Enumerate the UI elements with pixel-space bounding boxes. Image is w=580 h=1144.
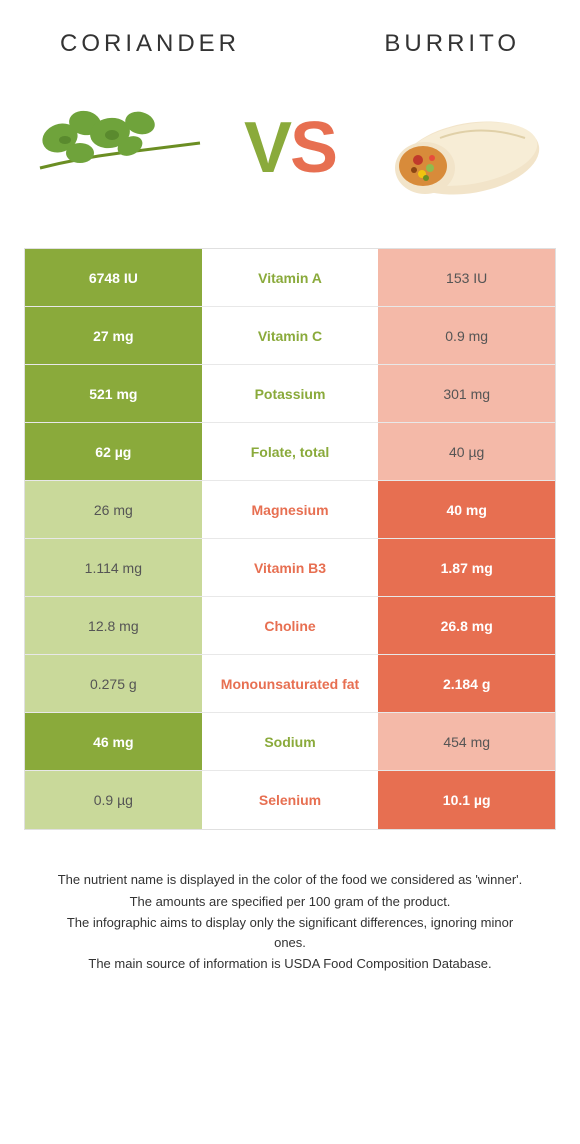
- burrito-image: [370, 88, 550, 208]
- nutrient-name-cell: Selenium: [202, 771, 379, 829]
- right-value-cell: 40 µg: [378, 423, 555, 480]
- footnote-line: The main source of information is USDA F…: [50, 954, 530, 974]
- nutrient-row: 62 µgFolate, total40 µg: [25, 423, 555, 481]
- left-value-cell: 26 mg: [25, 481, 202, 538]
- left-value-cell: 27 mg: [25, 307, 202, 364]
- coriander-image: [30, 88, 210, 208]
- nutrient-name-cell: Potassium: [202, 365, 379, 422]
- nutrient-row: 12.8 mgCholine26.8 mg: [25, 597, 555, 655]
- header-row: CORIANDER BURRITO: [20, 30, 560, 58]
- right-value-cell: 10.1 µg: [378, 771, 555, 829]
- right-food-title: BURRITO: [384, 30, 520, 58]
- vs-label: VS: [244, 107, 336, 189]
- right-value-cell: 301 mg: [378, 365, 555, 422]
- nutrient-row: 0.9 µgSelenium10.1 µg: [25, 771, 555, 829]
- left-value-cell: 62 µg: [25, 423, 202, 480]
- nutrient-name-cell: Magnesium: [202, 481, 379, 538]
- nutrient-table: 6748 IUVitamin A153 IU27 mgVitamin C0.9 …: [24, 248, 556, 830]
- left-value-cell: 46 mg: [25, 713, 202, 770]
- nutrient-name-cell: Vitamin A: [202, 249, 379, 306]
- right-value-cell: 153 IU: [378, 249, 555, 306]
- nutrient-name-cell: Folate, total: [202, 423, 379, 480]
- footnote-line: The nutrient name is displayed in the co…: [50, 870, 530, 890]
- right-value-cell: 40 mg: [378, 481, 555, 538]
- nutrient-row: 46 mgSodium454 mg: [25, 713, 555, 771]
- nutrient-name-cell: Vitamin C: [202, 307, 379, 364]
- nutrient-row: 27 mgVitamin C0.9 mg: [25, 307, 555, 365]
- nutrient-name-cell: Monounsaturated fat: [202, 655, 379, 712]
- left-food-title: CORIANDER: [60, 30, 240, 58]
- vs-v-letter: V: [244, 108, 290, 188]
- footnote-line: The infographic aims to display only the…: [50, 913, 530, 952]
- nutrient-name-cell: Choline: [202, 597, 379, 654]
- nutrient-name-cell: Vitamin B3: [202, 539, 379, 596]
- footnotes: The nutrient name is displayed in the co…: [20, 870, 560, 974]
- nutrient-row: 26 mgMagnesium40 mg: [25, 481, 555, 539]
- footnote-line: The amounts are specified per 100 gram o…: [50, 892, 530, 912]
- left-value-cell: 0.9 µg: [25, 771, 202, 829]
- left-value-cell: 0.275 g: [25, 655, 202, 712]
- left-value-cell: 1.114 mg: [25, 539, 202, 596]
- nutrient-row: 6748 IUVitamin A153 IU: [25, 249, 555, 307]
- left-value-cell: 521 mg: [25, 365, 202, 422]
- right-value-cell: 1.87 mg: [378, 539, 555, 596]
- vs-s-letter: S: [290, 108, 336, 188]
- left-value-cell: 6748 IU: [25, 249, 202, 306]
- right-value-cell: 26.8 mg: [378, 597, 555, 654]
- nutrient-row: 0.275 gMonounsaturated fat2.184 g: [25, 655, 555, 713]
- hero-row: VS: [20, 78, 560, 218]
- nutrient-row: 1.114 mgVitamin B31.87 mg: [25, 539, 555, 597]
- left-value-cell: 12.8 mg: [25, 597, 202, 654]
- right-value-cell: 0.9 mg: [378, 307, 555, 364]
- nutrient-name-cell: Sodium: [202, 713, 379, 770]
- right-value-cell: 2.184 g: [378, 655, 555, 712]
- right-value-cell: 454 mg: [378, 713, 555, 770]
- nutrient-row: 521 mgPotassium301 mg: [25, 365, 555, 423]
